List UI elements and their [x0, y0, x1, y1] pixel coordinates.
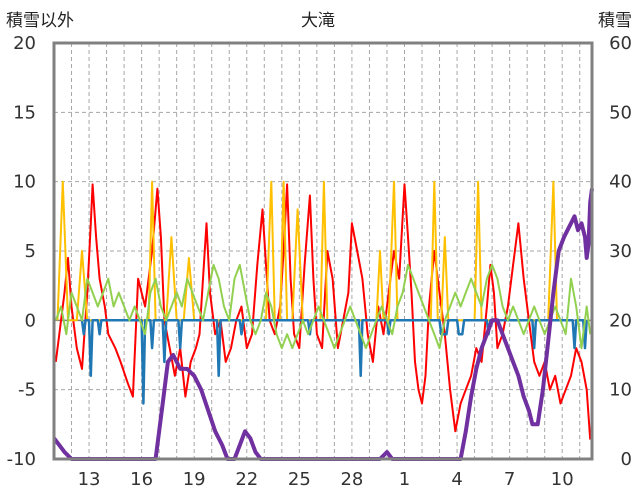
x-tick-label: 1 [399, 469, 410, 490]
x-tick-label: 19 [183, 469, 206, 490]
left-tick-label: 5 [25, 241, 36, 262]
green-series-line [54, 263, 592, 350]
left-tick-label: 20 [13, 33, 36, 54]
series-layer [52, 180, 594, 461]
left-tick-label: -5 [18, 380, 36, 401]
chart-title: 大滝 [301, 11, 335, 31]
yellow-series-line [56, 180, 558, 322]
right-axis-title: 積雪 [598, 11, 632, 31]
right-tick-label: 60 [609, 33, 632, 54]
right-tick-label: 50 [609, 102, 632, 123]
left-tick-label: 10 [13, 172, 36, 193]
x-tick-label: 22 [235, 469, 258, 490]
x-tick-label: 4 [451, 469, 462, 490]
x-tick-label: 16 [130, 469, 153, 490]
red-series-line [54, 183, 592, 440]
right-tick-label: 10 [609, 380, 632, 401]
plot-frame [52, 41, 594, 461]
x-tick-label: 28 [340, 469, 363, 490]
right-tick-label: 30 [609, 241, 632, 262]
x-tick-label: 25 [288, 469, 311, 490]
right-tick-label: 40 [609, 172, 632, 193]
left-axis-title: 積雪以外 [6, 11, 74, 31]
tick-labels: -10 -5 0 5 10 15 20 0 10 20 30 40 50 60 13 16 19 22 25 28 1 4… [7, 33, 632, 490]
left-tick-label: 0 [25, 310, 36, 331]
left-tick-label: -10 [7, 449, 36, 470]
gridlines [53, 43, 592, 459]
x-tick-label: 13 [78, 469, 101, 490]
x-tick-label: 7 [504, 469, 515, 490]
left-tick-label: 15 [13, 102, 36, 123]
right-tick-label: 20 [609, 310, 632, 331]
right-tick-label: 0 [621, 449, 632, 470]
x-tick-label: 10 [551, 469, 574, 490]
